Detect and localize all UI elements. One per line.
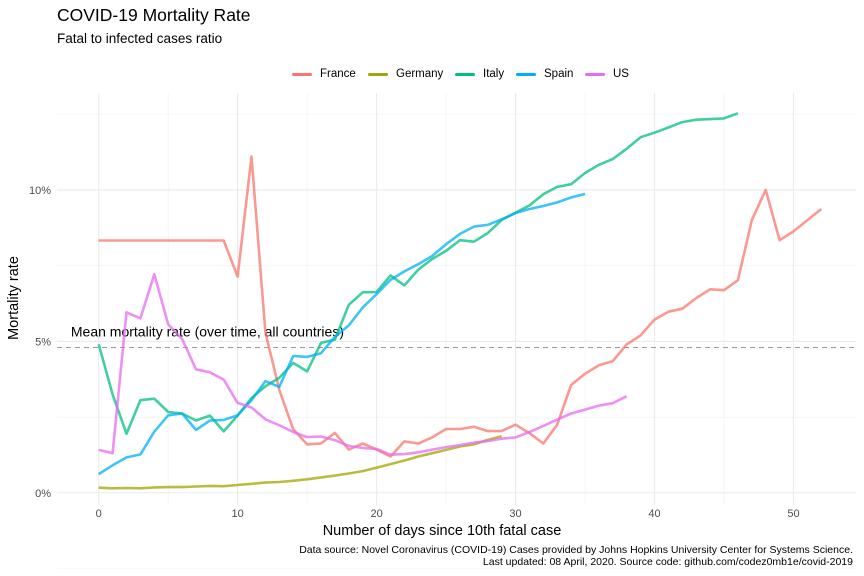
y-axis-title: Mortality rate (6, 256, 22, 340)
x-tick-label: 40 (648, 508, 660, 520)
legend-swatch-us (585, 72, 605, 76)
x-tick-label: 30 (509, 508, 521, 520)
legend-swatch-spain (516, 72, 536, 76)
legend-item-france: France (292, 66, 356, 82)
legend-label-italy: Italy (483, 68, 505, 80)
legend-label-france: France (320, 68, 356, 80)
caption-line-source: Data source: Novel Coronavirus (COVID-19… (299, 544, 853, 556)
series-line-france (98, 155, 823, 458)
legend-item-spain: Spain (516, 66, 573, 82)
legend-label-us: US (613, 68, 629, 80)
y-tick-label: 5% (35, 336, 51, 348)
legend-item-germany: Germany (368, 66, 443, 82)
mean-reference-label: Mean mortality rate (over time, all coun… (71, 323, 344, 339)
legend-label-spain: Spain (544, 68, 574, 80)
series-line-germany (98, 434, 503, 490)
series-line-spain (98, 192, 586, 476)
legend-item-us: US (585, 66, 629, 82)
caption: Data source: Novel Coronavirus (COVID-19… (299, 544, 853, 568)
reference-line-group: Mean mortality rate (over time, all coun… (57, 323, 856, 348)
y-tick-label: 10% (29, 185, 51, 197)
caption-line-updated: Last updated: 08 April, 2020. Source cod… (482, 556, 853, 568)
legend-swatch-france (292, 72, 312, 76)
x-tick-label: 10 (232, 508, 244, 520)
x-axis-ticks: 0 10 20 30 40 50 (96, 508, 800, 520)
y-tick-label: 0% (35, 488, 51, 500)
series-lines (97, 112, 823, 490)
x-tick-label: 0 (96, 508, 102, 520)
legend-swatch-italy (455, 72, 475, 76)
chart-subtitle: Fatal to infected cases ratio (57, 31, 223, 46)
series-line-us (98, 272, 628, 457)
x-tick-label: 20 (370, 508, 382, 520)
legend-label-germany: Germany (396, 68, 444, 80)
series-line-italy (97, 112, 739, 436)
y-axis-ticks: 0% 5% 10% (29, 185, 51, 500)
chart-title: COVID-19 Mortality Rate (57, 5, 251, 25)
x-tick-label: 50 (787, 508, 799, 520)
legend: France Germany Italy Spain US (0, 66, 864, 82)
legend-item-italy: Italy (455, 66, 504, 82)
gridlines (57, 93, 856, 569)
legend-swatch-germany (368, 72, 388, 76)
x-axis-title: Number of days since 10th fatal case (323, 523, 562, 539)
